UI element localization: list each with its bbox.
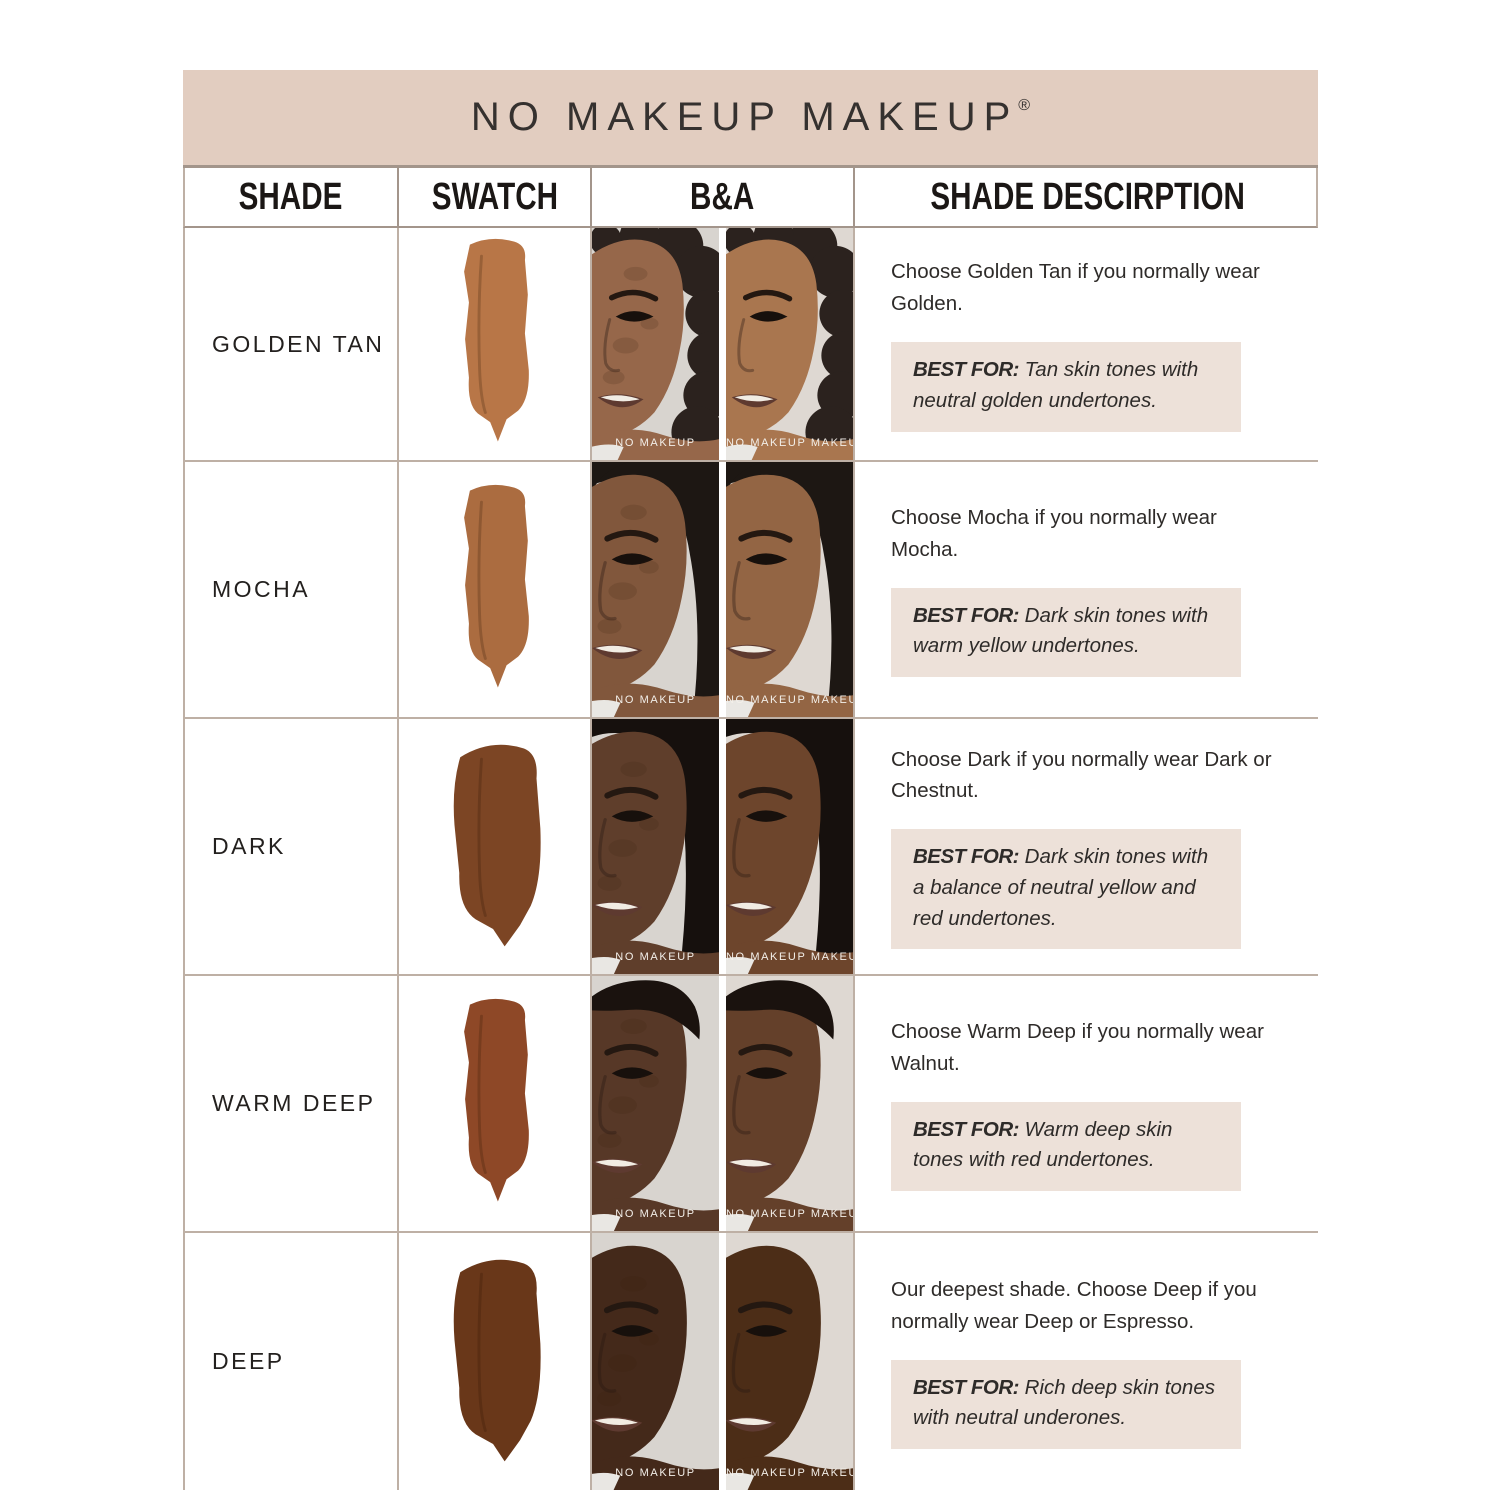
before-photo-label: NO MAKEUP [615,951,696,963]
after-portrait-illustration [726,719,853,974]
shade-description-text: Choose Mocha if you normally wear Mocha. [891,505,1217,561]
after-portrait-illustration [726,462,853,717]
before-photo: NO MAKEUP [592,976,719,1231]
before-photo: NO MAKEUP [592,462,719,717]
column-header-swatch: SWATCH [399,168,592,226]
shade-name-cell: DARK [185,719,399,974]
best-for-label: BEST FOR: [913,1375,1019,1399]
before-photo: NO MAKEUP [592,228,719,460]
before-portrait-illustration [592,462,719,717]
best-for-box: BEST FOR: Dark skin tones with warm yell… [891,587,1241,678]
swatch-smear-image [463,238,529,442]
shade-name: WARM DEEP [212,1090,376,1116]
best-for-text: Tan skin tones with neutral golden under… [913,358,1199,412]
table-row: GOLDEN TAN [185,228,1318,462]
best-for-text: Rich deep skin tones with neutral undero… [913,1375,1215,1430]
best-for-label: BEST FOR: [913,845,1019,869]
column-header-row: SHADE SWATCH B&A SHADE DESCIRPTION [183,168,1318,228]
swatch-cell [399,719,592,974]
after-portrait-illustration [726,1233,853,1490]
after-portrait-illustration [726,228,853,460]
shade-description-text: Choose Golden Tan if you normally wear G… [891,260,1260,316]
swatch-smear-image [463,484,529,687]
table-row: MOCHA [185,462,1318,719]
shade-name: GOLDEN TAN [212,330,385,357]
title-band: NO MAKEUP MAKEUP® [183,70,1318,168]
shade-description-text: Choose Dark if you normally wear Dark or… [891,747,1272,803]
swatch-cell [399,462,592,717]
before-photo-label: NO MAKEUP [615,1208,696,1220]
before-after-cell: NO MAKEUP [592,1233,855,1490]
swatch-smear-image [463,998,529,1201]
best-for-box: BEST FOR: Rich deep skin tones with neut… [891,1359,1241,1450]
column-header-shade: SHADE [185,168,399,226]
after-photo: NO MAKEUP MAKEUP® [726,976,853,1231]
after-photo: NO MAKEUP MAKEUP® [726,1233,853,1490]
before-portrait-illustration [592,228,719,460]
table-row: DEEP [185,1233,1318,1490]
before-photo: NO MAKEUP [592,1233,719,1490]
best-for-box: BEST FOR: Dark skin tones with a balance… [891,829,1241,950]
before-photo-label: NO MAKEUP [615,437,696,449]
best-for-text: Warm deep skin tones with red undertones… [913,1117,1173,1172]
best-for-box: BEST FOR: Tan skin tones with neutral go… [891,342,1241,432]
after-photo-label: NO MAKEUP MAKEUP® [726,437,853,449]
before-portrait-illustration [592,719,719,974]
table-rows: GOLDEN TAN [183,228,1318,1490]
page-title-text: NO MAKEUP MAKEUP [470,95,1019,139]
before-photo-label: NO MAKEUP [615,694,696,706]
swatch-smear-image [453,744,541,946]
after-photo-label: NO MAKEUP MAKEUP® [726,1467,853,1479]
before-portrait-illustration [592,1233,719,1490]
table-row: WARM DEEP [185,976,1318,1233]
description-cell: Choose Warm Deep if you normally wear Wa… [855,976,1319,1231]
description-cell: Choose Mocha if you normally wear Mocha.… [855,462,1319,717]
after-photo-label: NO MAKEUP MAKEUP® [726,1208,853,1220]
shade-description-text: Our deepest shade. Choose Deep if you no… [891,1277,1257,1333]
page-title: NO MAKEUP MAKEUP® [471,95,1030,140]
before-after-cell: NO MAKEUP [592,719,855,974]
description-cell: Choose Golden Tan if you normally wear G… [855,228,1319,460]
best-for-box: BEST FOR: Warm deep skin tones with red … [891,1101,1241,1192]
swatch-smear-image [453,1259,541,1461]
table-row: DARK [185,719,1318,976]
before-after-cell: NO MAKEUP [592,976,855,1231]
shade-name-cell: DEEP [185,1233,399,1490]
before-photo: NO MAKEUP [592,719,719,974]
swatch-cell [399,1233,592,1490]
after-photo-label: NO MAKEUP MAKEUP® [726,951,853,963]
after-photo: NO MAKEUP MAKEUP® [726,228,853,460]
shade-name-cell: GOLDEN TAN [185,228,399,460]
best-for-text: Dark skin tones with warm yellow underto… [913,603,1209,658]
after-photo: NO MAKEUP MAKEUP® [726,462,853,717]
swatch-cell [399,976,592,1231]
shade-name-cell: MOCHA [185,462,399,717]
best-for-label: BEST FOR: [913,358,1019,382]
description-cell: Choose Dark if you normally wear Dark or… [855,719,1319,974]
column-header-description: SHADE DESCIRPTION [930,175,1245,218]
before-photo-label: NO MAKEUP [615,1467,696,1479]
before-after-cell: NO MAKEUP [592,228,855,460]
after-photo-label: NO MAKEUP MAKEUP® [726,694,853,706]
after-portrait-illustration [726,976,853,1231]
before-after-cell: NO MAKEUP [592,462,855,717]
before-portrait-illustration [592,976,719,1231]
shade-description-text: Choose Warm Deep if you normally wear Wa… [891,1019,1264,1075]
shade-name: MOCHA [212,576,311,602]
swatch-cell [399,228,592,460]
column-header-ba: B&A [592,168,855,226]
shade-name-cell: WARM DEEP [185,976,399,1231]
best-for-label: BEST FOR: [913,1117,1019,1141]
shade-name: DEEP [212,1348,285,1374]
after-photo: NO MAKEUP MAKEUP® [726,719,853,974]
description-cell: Our deepest shade. Choose Deep if you no… [855,1233,1319,1490]
best-for-label: BEST FOR: [913,603,1019,627]
registered-mark: ® [1018,97,1031,114]
shade-guide-table: NO MAKEUP MAKEUP® SHADE SWATCH B&A SHADE… [183,70,1318,1490]
best-for-text: Dark skin tones with a balance of neutra… [913,845,1209,930]
shade-name: DARK [212,833,286,859]
